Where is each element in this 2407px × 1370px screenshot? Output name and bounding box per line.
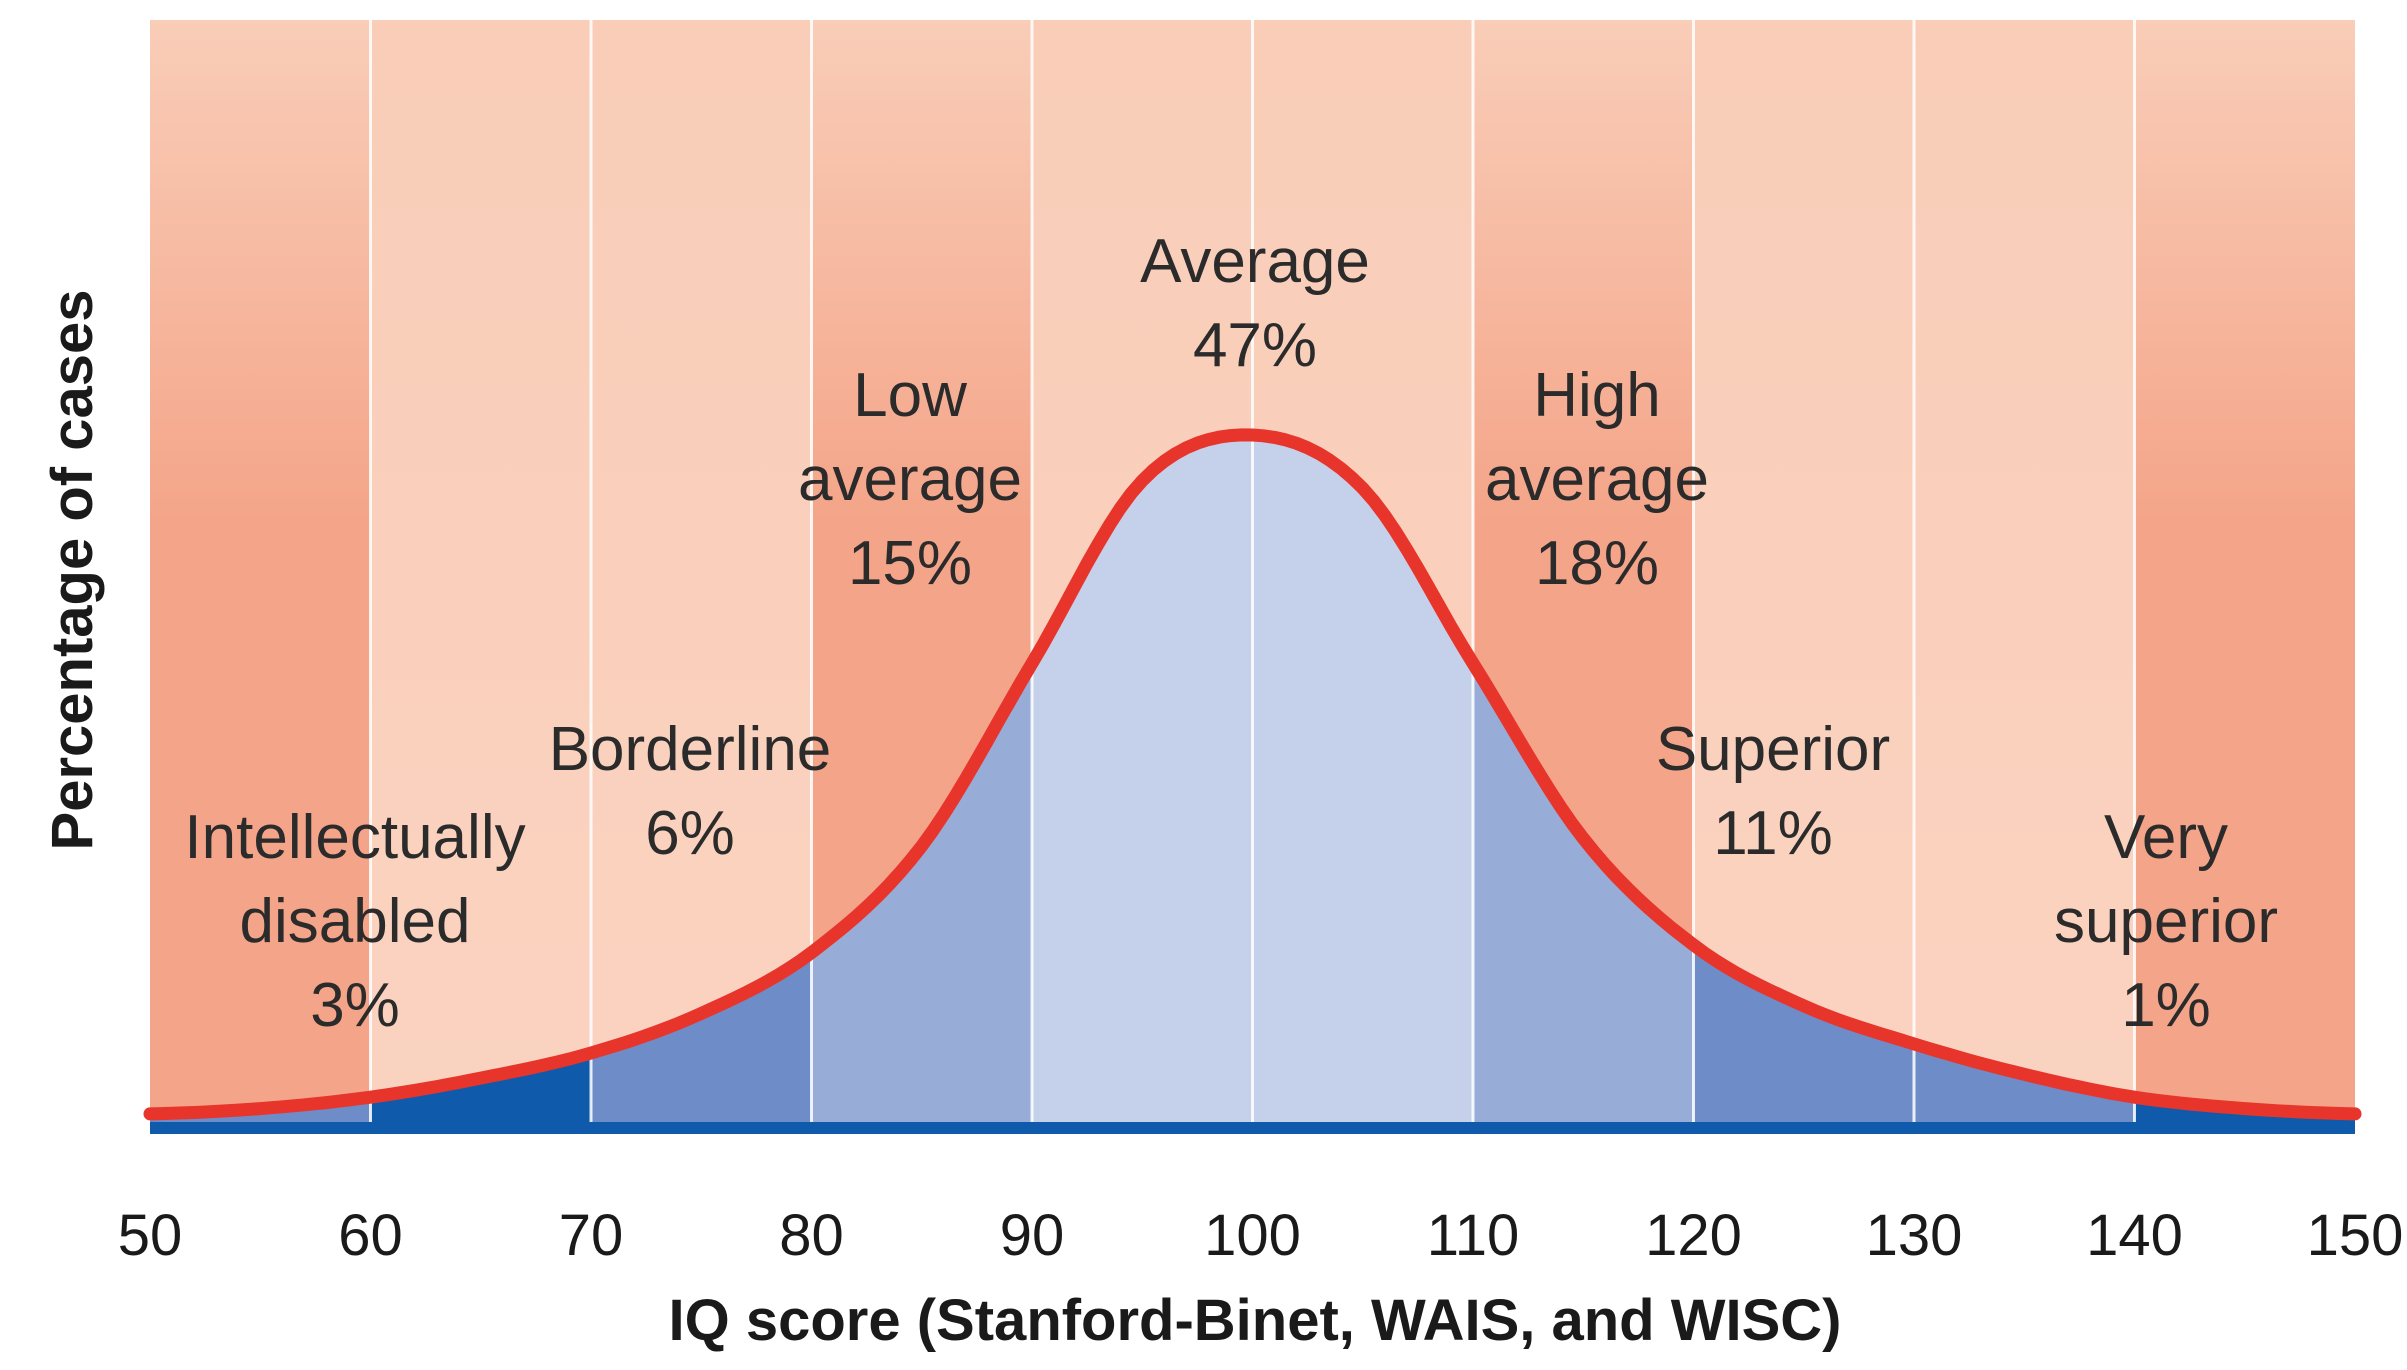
baseline-bar <box>150 1122 2355 1134</box>
x-tick-90: 90 <box>1000 1203 1065 1268</box>
category-label-1-line-0: Borderline <box>549 715 832 784</box>
category-label-0-line-1: disabled <box>240 887 471 956</box>
category-label-4-line-0: High <box>1533 361 1661 430</box>
x-tick-60: 60 <box>338 1203 403 1268</box>
x-tick-50: 50 <box>118 1203 183 1268</box>
category-label-6-line-2: 1% <box>2121 971 2211 1040</box>
x-tick-110: 110 <box>1427 1203 1519 1268</box>
category-label-1-line-1: 6% <box>645 799 735 868</box>
area-120-140 <box>1693 944 2135 1130</box>
category-label-5-line-0: Superior <box>1656 715 1890 784</box>
band-70-80 <box>591 20 812 1130</box>
distribution-curve-layer <box>143 428 2362 1134</box>
gridlines <box>369 20 2136 1130</box>
category-label-0-line-0: Intellectually <box>184 803 525 872</box>
x-tick-100: 100 <box>1204 1203 1301 1268</box>
category-label-6-line-1: superior <box>2054 887 2278 956</box>
x-tick-80: 80 <box>779 1203 844 1268</box>
band-120-130 <box>1693 20 1914 1130</box>
x-tick-150: 150 <box>2307 1203 2404 1268</box>
area-70-80 <box>591 952 812 1130</box>
category-label-3-line-1: 47% <box>1193 311 1317 380</box>
area-110-120 <box>1473 663 1694 1130</box>
x-tick-130: 130 <box>1866 1203 1963 1268</box>
band-60-70 <box>370 20 591 1130</box>
category-label-0-line-2: 3% <box>310 971 400 1040</box>
y-axis-title: Percentage of cases <box>40 290 105 851</box>
category-label-4-line-1: average <box>1485 445 1709 514</box>
x-axis-title: IQ score (Stanford-Binet, WAIS, and WISC… <box>669 1288 1842 1353</box>
distribution-curve <box>143 428 2362 1121</box>
x-tick-120: 120 <box>1645 1203 1742 1268</box>
category-label-3-line-0: Average <box>1140 227 1370 296</box>
category-label-6-line-0: Very <box>2104 803 2228 872</box>
category-label-2-line-1: average <box>798 445 1022 514</box>
category-labels: Intellectually disabled 3% Borderline 6% Low a… <box>184 227 2278 1040</box>
area-80-90 <box>811 663 1032 1130</box>
category-label-2-line-2: 15% <box>848 529 972 598</box>
category-label-5-line-1: 11% <box>1713 799 1833 868</box>
band-140-150 <box>2134 20 2355 1130</box>
x-tick-labels: 50 60 70 80 90 100 110 120 130 140 150 <box>118 1203 2404 1268</box>
band-50-60 <box>150 20 371 1130</box>
category-label-4-line-2: 18% <box>1535 529 1659 598</box>
x-tick-70: 70 <box>559 1203 624 1268</box>
band-130-140 <box>1914 20 2135 1130</box>
x-tick-140: 140 <box>2086 1203 2183 1268</box>
category-label-2-line-0: Low <box>853 361 967 430</box>
